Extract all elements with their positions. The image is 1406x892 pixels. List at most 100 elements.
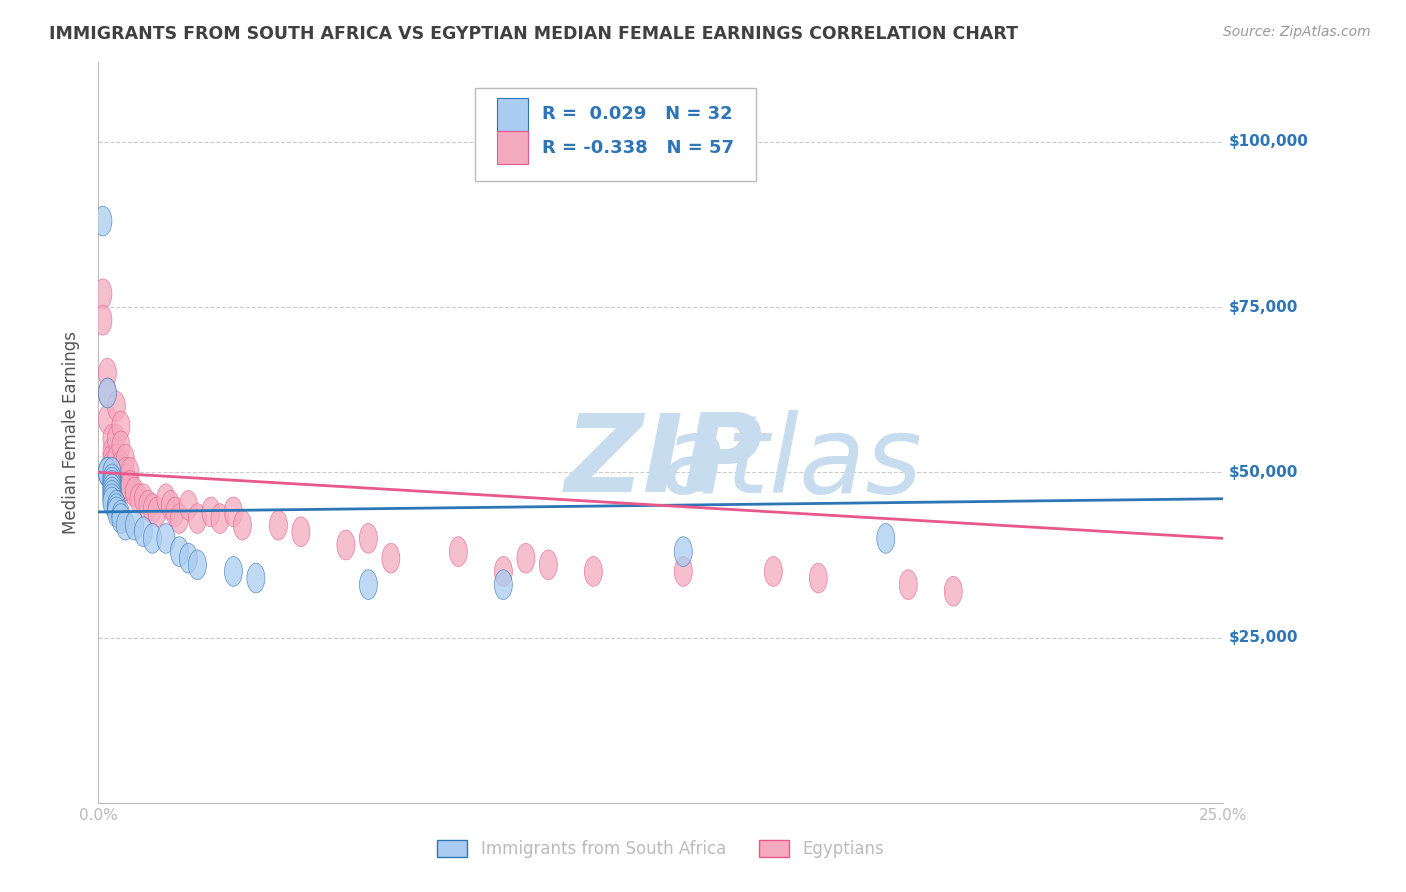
Text: ZIPa: ZIPa — [565, 409, 799, 516]
Ellipse shape — [103, 481, 121, 510]
Ellipse shape — [143, 494, 162, 524]
Ellipse shape — [107, 494, 125, 524]
Ellipse shape — [98, 405, 117, 434]
Ellipse shape — [112, 464, 129, 494]
Ellipse shape — [103, 464, 121, 494]
Ellipse shape — [94, 305, 112, 335]
Legend: Immigrants from South Africa, Egyptians: Immigrants from South Africa, Egyptians — [430, 833, 891, 865]
Ellipse shape — [135, 516, 152, 547]
Ellipse shape — [675, 557, 692, 586]
Ellipse shape — [166, 497, 184, 527]
Ellipse shape — [121, 458, 139, 487]
Ellipse shape — [112, 411, 129, 441]
Ellipse shape — [495, 557, 512, 586]
Ellipse shape — [211, 504, 229, 533]
Text: $100,000: $100,000 — [1229, 135, 1309, 149]
Ellipse shape — [103, 458, 121, 487]
Ellipse shape — [360, 570, 377, 599]
FancyBboxPatch shape — [475, 88, 756, 181]
Ellipse shape — [107, 444, 125, 474]
Text: R =  0.029   N = 32: R = 0.029 N = 32 — [541, 105, 733, 123]
Ellipse shape — [107, 471, 125, 500]
Ellipse shape — [157, 524, 174, 553]
Ellipse shape — [170, 504, 188, 533]
Ellipse shape — [292, 516, 309, 547]
Ellipse shape — [117, 458, 135, 487]
Text: $25,000: $25,000 — [1229, 630, 1298, 645]
Ellipse shape — [117, 471, 135, 500]
Ellipse shape — [112, 504, 129, 533]
Ellipse shape — [112, 450, 129, 481]
Ellipse shape — [675, 537, 692, 566]
Ellipse shape — [225, 497, 242, 527]
Ellipse shape — [188, 550, 207, 580]
Ellipse shape — [495, 570, 512, 599]
Ellipse shape — [107, 491, 125, 520]
Ellipse shape — [125, 510, 143, 540]
Ellipse shape — [103, 487, 121, 516]
Text: ZIP: ZIP — [565, 409, 763, 516]
Ellipse shape — [107, 392, 125, 421]
Ellipse shape — [540, 550, 557, 580]
Ellipse shape — [103, 471, 121, 500]
Ellipse shape — [98, 378, 117, 408]
Text: $75,000: $75,000 — [1229, 300, 1298, 315]
Ellipse shape — [98, 458, 117, 487]
Ellipse shape — [112, 431, 129, 460]
Ellipse shape — [94, 279, 112, 309]
Ellipse shape — [117, 510, 135, 540]
Ellipse shape — [139, 491, 157, 520]
Ellipse shape — [517, 543, 534, 573]
FancyBboxPatch shape — [496, 97, 529, 131]
Ellipse shape — [233, 510, 252, 540]
Text: Source: ZipAtlas.com: Source: ZipAtlas.com — [1223, 25, 1371, 39]
Ellipse shape — [188, 504, 207, 533]
FancyBboxPatch shape — [496, 131, 529, 164]
Ellipse shape — [360, 524, 377, 553]
Ellipse shape — [103, 467, 121, 497]
Ellipse shape — [107, 497, 125, 527]
Ellipse shape — [125, 477, 143, 507]
Ellipse shape — [103, 483, 121, 514]
Ellipse shape — [103, 425, 121, 454]
Ellipse shape — [103, 474, 121, 504]
Ellipse shape — [162, 491, 180, 520]
Ellipse shape — [103, 444, 121, 474]
Ellipse shape — [247, 563, 264, 593]
Y-axis label: Median Female Earnings: Median Female Earnings — [62, 331, 80, 534]
Text: atlas: atlas — [661, 409, 922, 515]
Ellipse shape — [94, 206, 112, 236]
Ellipse shape — [180, 491, 197, 520]
Ellipse shape — [103, 450, 121, 481]
Ellipse shape — [121, 471, 139, 500]
Ellipse shape — [98, 359, 117, 388]
Ellipse shape — [877, 524, 894, 553]
Ellipse shape — [382, 543, 399, 573]
Ellipse shape — [225, 557, 242, 586]
Text: $50,000: $50,000 — [1229, 465, 1298, 480]
Ellipse shape — [900, 570, 917, 599]
Ellipse shape — [103, 477, 121, 507]
Ellipse shape — [585, 557, 602, 586]
Ellipse shape — [103, 438, 121, 467]
Text: IMMIGRANTS FROM SOUTH AFRICA VS EGYPTIAN MEDIAN FEMALE EARNINGS CORRELATION CHAR: IMMIGRANTS FROM SOUTH AFRICA VS EGYPTIAN… — [49, 25, 1018, 43]
Ellipse shape — [270, 510, 287, 540]
Ellipse shape — [117, 444, 135, 474]
Ellipse shape — [337, 530, 354, 560]
Ellipse shape — [135, 483, 152, 514]
Ellipse shape — [103, 458, 121, 487]
Ellipse shape — [810, 563, 827, 593]
Ellipse shape — [98, 378, 117, 408]
Ellipse shape — [170, 537, 188, 566]
Ellipse shape — [945, 576, 962, 607]
Ellipse shape — [112, 500, 129, 530]
Ellipse shape — [180, 543, 197, 573]
Ellipse shape — [450, 537, 467, 566]
Text: R = -0.338   N = 57: R = -0.338 N = 57 — [541, 138, 734, 157]
Ellipse shape — [148, 497, 166, 527]
Ellipse shape — [112, 477, 129, 507]
Ellipse shape — [103, 464, 121, 494]
Ellipse shape — [107, 458, 125, 487]
Ellipse shape — [98, 458, 117, 487]
Ellipse shape — [765, 557, 782, 586]
